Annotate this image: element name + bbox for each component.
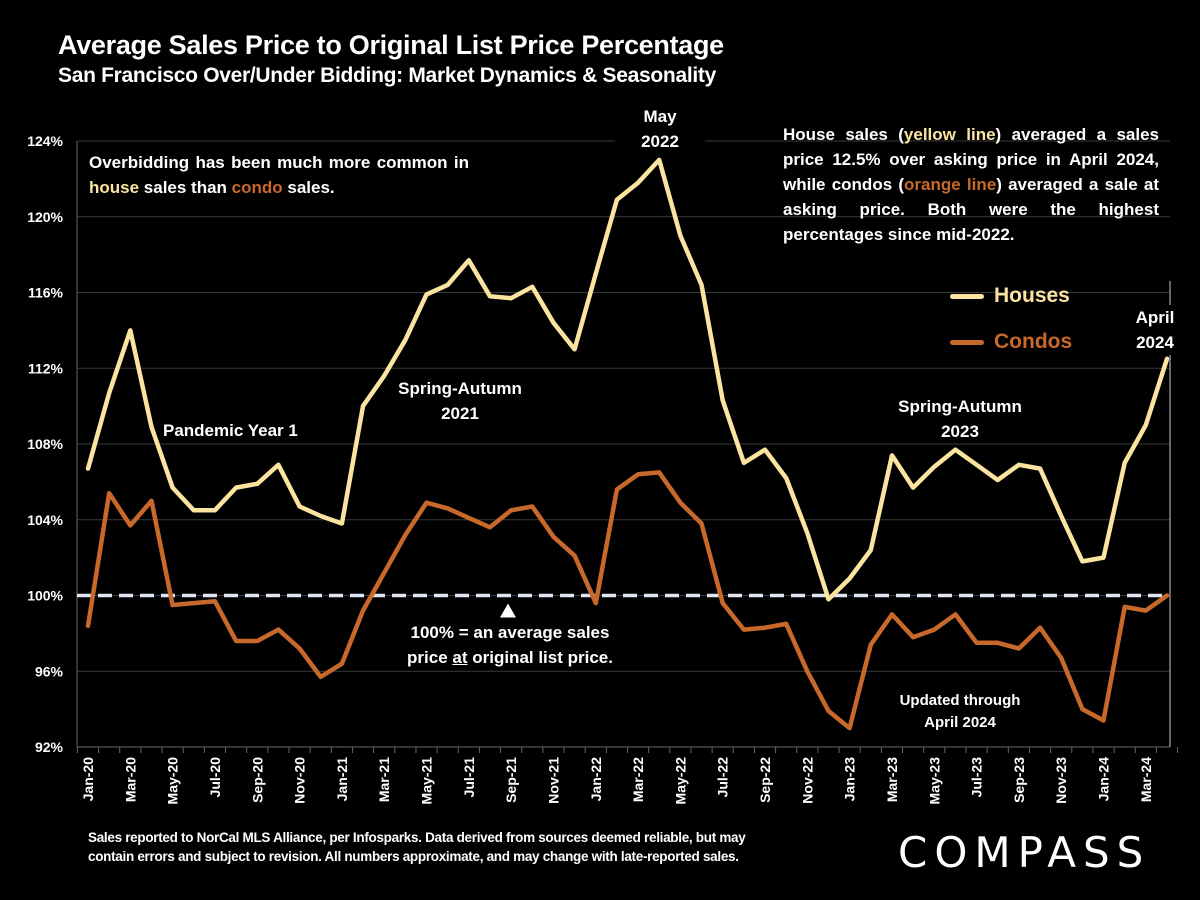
x-tick-label: Mar-20 xyxy=(122,757,138,802)
spring-2021-line2: 2021 xyxy=(441,404,479,423)
x-tick-label: Jul-21 xyxy=(461,757,477,798)
x-tick-label: Sep-23 xyxy=(1011,757,1027,803)
footnote-line2: contain errors and subject to revision. … xyxy=(88,849,739,864)
x-tick-label: Mar-24 xyxy=(1138,757,1154,802)
axes xyxy=(76,141,1171,748)
x-tick-label: Nov-22 xyxy=(799,757,815,804)
peak-label: May 2022 xyxy=(615,104,705,154)
summary-yellow: yellow line xyxy=(903,125,996,144)
updated-line2: April 2024 xyxy=(924,714,996,731)
overbidding-house: house xyxy=(89,178,140,197)
chart-title: Average Sales Price to Original List Pri… xyxy=(58,30,724,60)
legend-houses-label: Houses xyxy=(994,284,1070,307)
x-axis-ticks: Jan-20 Mar-20 May-20 Jul-20 Sep-20 Nov-20 Jan-… xyxy=(76,747,1179,805)
legend-condos: Condos xyxy=(950,330,1072,354)
x-tick-label: May-23 xyxy=(926,757,942,805)
updated-label: Updated through April 2024 xyxy=(880,690,1040,734)
pandemic-label: Pandemic Year 1 xyxy=(163,421,298,440)
x-tick-label: Jan-22 xyxy=(588,757,604,802)
x-tick-label: May-21 xyxy=(419,757,435,805)
y-tick-label: 112% xyxy=(28,360,64,376)
footnote-line1: Sales reported to NorCal MLS Alliance, p… xyxy=(88,830,746,845)
x-tick-label: Jul-23 xyxy=(969,757,985,798)
y-tick-label: 104% xyxy=(27,512,63,528)
x-tick-label: Nov-21 xyxy=(545,757,561,804)
spring-2021-line1: Spring-Autumn xyxy=(398,379,522,398)
latest-label-month: April xyxy=(1135,308,1175,327)
y-tick-label: 120% xyxy=(27,209,63,225)
x-tick-label: Jan-21 xyxy=(334,757,350,802)
overbidding-text-2: sales than xyxy=(139,178,232,197)
overbidding-text-3: sales. xyxy=(282,178,335,197)
summary-text-3: ) averaged a sale at asking price. Both … xyxy=(783,175,1159,244)
overbidding-condo: condo xyxy=(231,178,283,197)
x-tick-label: Jul-22 xyxy=(715,757,731,798)
updated-line1: Updated through xyxy=(899,692,1021,709)
spring-2023-line2: 2023 xyxy=(941,422,979,441)
x-tick-label: Nov-23 xyxy=(1053,757,1069,804)
x-tick-label: May-20 xyxy=(165,757,181,805)
y-tick-label: 92% xyxy=(35,739,64,755)
summary-annotation: House sales (yellow line) averaged a sal… xyxy=(783,122,1159,247)
compass-logo: COMPASS xyxy=(898,828,1151,877)
spring-2023-line1: Spring-Autumn xyxy=(898,397,1022,416)
y-tick-label: 96% xyxy=(35,663,64,679)
y-tick-label: 108% xyxy=(27,436,63,452)
x-tick-label: Sep-22 xyxy=(757,757,773,803)
y-tick-label: 100% xyxy=(27,588,63,604)
reference-annotation: 100% = an average sales price at origina… xyxy=(380,620,640,670)
x-tick-label: Jul-20 xyxy=(207,757,223,798)
x-tick-label: Sep-20 xyxy=(249,757,265,803)
legend-houses-swatch xyxy=(950,293,984,299)
reference-text-2: price at original list price. xyxy=(380,645,640,670)
series-lines xyxy=(85,157,1170,731)
peak-label-month: May xyxy=(643,107,677,126)
y-tick-label: 124% xyxy=(27,133,63,149)
spring-2023-label: Spring-Autumn 2023 xyxy=(880,394,1040,444)
peak-label-year: 2022 xyxy=(641,132,679,151)
x-tick-label: Jan-23 xyxy=(842,757,858,802)
source-footnote: Sales reported to NorCal MLS Alliance, p… xyxy=(88,828,746,866)
summary-orange: orange line xyxy=(904,175,997,194)
latest-label-year: 2024 xyxy=(1136,333,1174,352)
overbidding-text-1: Overbidding has been much more common in xyxy=(89,153,469,172)
x-tick-label: Mar-23 xyxy=(884,757,900,802)
reference-text-1: 100% = an average sales xyxy=(410,623,610,642)
reference-text-2a: price xyxy=(407,648,453,667)
reference-arrow-icon xyxy=(500,603,516,618)
y-axis-ticks: 92% 96% 100% 104% 108% 112% 116% 120% 124% xyxy=(27,133,63,755)
overbidding-annotation: Overbidding has been much more common in… xyxy=(89,150,469,200)
summary-text-2: ) averaged a sales price 12.5% over aski… xyxy=(783,125,1159,194)
legend-condos-label: Condos xyxy=(994,330,1073,353)
reference-text-at: at xyxy=(452,648,468,667)
chart-subtitle: San Francisco Over/Under Bidding: Market… xyxy=(58,64,716,87)
x-tick-label: Sep-21 xyxy=(503,757,519,803)
legend-houses: Houses xyxy=(950,284,1070,308)
series-line-condos xyxy=(85,470,1170,731)
x-tick-label: Mar-21 xyxy=(376,757,392,802)
summary-text-1: House sales ( xyxy=(783,125,904,144)
legend-condos-swatch xyxy=(950,339,984,345)
y-tick-label: 116% xyxy=(28,285,64,301)
latest-label: April 2024 xyxy=(1120,305,1190,355)
x-tick-label: May-22 xyxy=(672,757,688,805)
spring-2021-label: Spring-Autumn 2021 xyxy=(380,376,540,426)
reference-text-2c: original list price. xyxy=(467,648,613,667)
x-tick-label: Nov-20 xyxy=(292,757,308,804)
series-line-houses xyxy=(85,157,1170,602)
x-tick-label: Jan-24 xyxy=(1096,757,1112,802)
x-tick-label: Jan-20 xyxy=(80,757,96,802)
x-tick-label: Mar-22 xyxy=(630,757,646,802)
